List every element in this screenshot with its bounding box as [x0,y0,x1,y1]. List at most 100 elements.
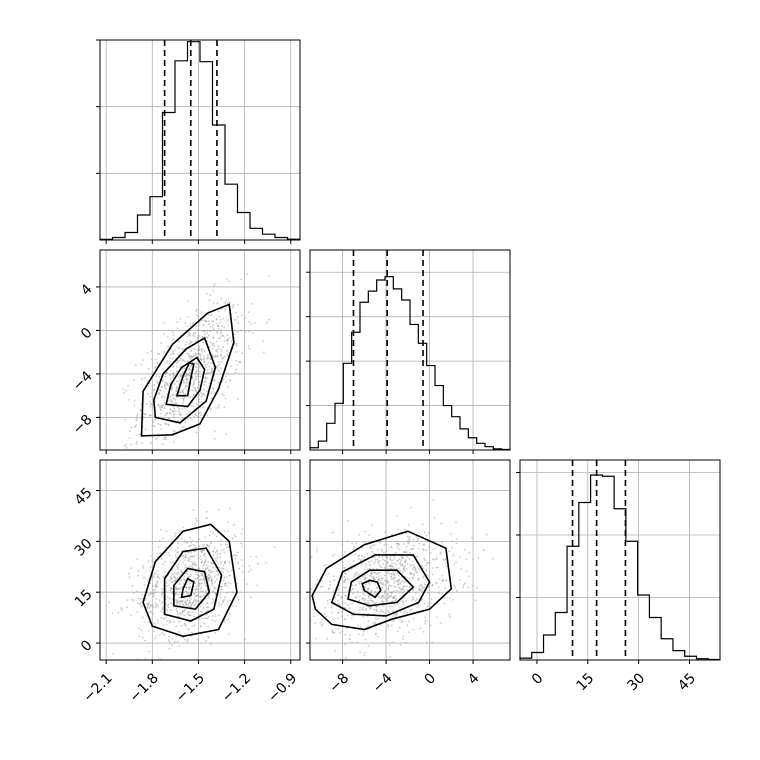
sample-point [190,597,193,600]
sample-point [132,591,135,594]
sample-point [384,570,387,573]
sample-point [375,576,378,579]
sample-point [354,553,357,556]
sample-point [203,561,206,564]
sample-point [212,344,214,347]
sample-point [207,578,210,581]
sample-point [370,590,373,592]
sample-point [213,345,216,347]
sample-point [132,378,135,381]
sample-point [415,555,418,558]
sample-point [182,554,185,557]
sample-point [387,611,390,614]
sample-point [455,538,458,541]
sample-point [373,562,375,565]
sample-point [217,345,219,348]
sample-point [358,573,360,576]
sample-point [196,386,199,389]
sample-point [196,588,199,591]
sample-point [205,292,208,295]
sample-point [189,569,191,572]
sample-point [310,556,313,558]
sample-point [437,566,439,569]
sample-point [186,599,189,601]
sample-point [206,517,209,519]
sample-point [206,567,209,570]
sample-point [361,634,364,636]
sample-point [188,367,191,370]
sample-point [411,608,413,611]
sample-point [224,582,227,585]
sample-point [139,602,142,605]
sample-point [399,643,402,646]
sample-point [177,340,180,343]
sample-point [384,531,386,534]
sample-point [189,602,191,604]
sample-point [207,615,210,618]
sample-point [174,394,177,397]
sample-point [174,571,177,574]
sample-point [162,591,164,593]
sample-point [212,336,215,339]
sample-point [433,559,436,561]
sample-point [206,609,209,612]
sample-point [218,566,220,569]
sample-point [199,575,201,577]
sample-point [192,563,195,566]
sample-point [130,426,133,429]
sample-point [219,354,222,356]
sample-point [333,579,336,582]
sample-point [212,566,215,569]
sample-point [164,387,167,390]
sample-point [204,591,207,594]
sample-point [425,534,428,537]
sample-point [223,355,226,358]
sample-point [175,587,178,590]
sample-point [201,590,204,592]
sample-point [226,585,229,587]
sample-point [393,562,396,564]
sample-point [187,591,190,594]
sample-point [192,389,195,392]
sample-point [399,611,402,613]
sample-point [401,571,404,574]
sample-point [171,561,174,564]
sample-point [352,588,355,591]
sample-point [184,375,187,378]
sample-point [153,389,155,392]
sample-point [200,582,203,585]
sample-point [222,335,225,338]
sample-point [189,575,192,578]
sample-point [185,341,188,344]
sample-point [156,397,159,400]
sample-point [434,547,436,550]
sample-point [254,322,256,324]
sample-point [366,629,369,631]
sample-point [160,342,163,344]
sample-point [472,558,474,561]
sample-point [149,442,152,444]
sample-point [121,608,123,611]
sample-point [427,532,430,535]
sample-point [211,320,213,323]
sample-point [316,548,318,551]
sample-point [177,419,179,422]
sample-point [180,357,182,360]
sample-point [363,599,366,602]
sample-point [174,410,177,413]
sample-point [361,555,363,557]
sample-point [471,584,474,587]
sample-point [176,640,179,643]
sample-point [169,609,172,612]
sample-point [362,590,365,593]
sample-point [404,565,407,568]
sample-point [374,617,377,620]
sample-point [321,623,324,626]
sample-point [158,539,161,542]
sample-point [198,366,201,369]
sample-point [159,552,162,555]
sample-point [222,564,225,567]
sample-point [241,570,244,573]
sample-point [189,417,192,420]
sample-point [382,604,384,607]
